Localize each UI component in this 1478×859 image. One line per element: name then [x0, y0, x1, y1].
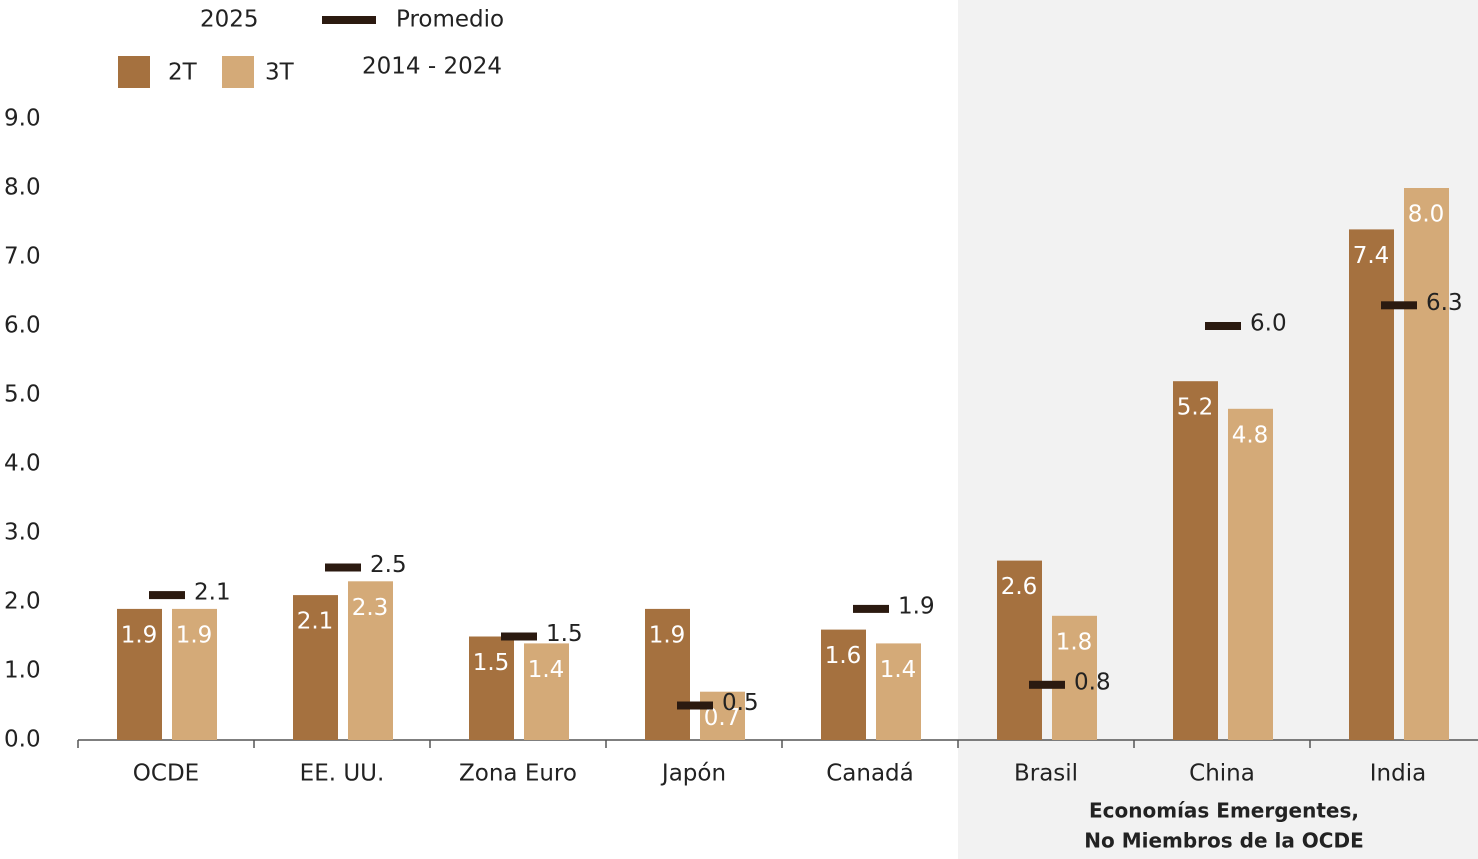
- average-marker: [1205, 322, 1241, 330]
- value-label: 6.0: [1250, 311, 1287, 337]
- legend-swatch: [118, 56, 150, 88]
- value-label: 1.8: [1056, 629, 1093, 655]
- value-label: 2.6: [1001, 574, 1038, 600]
- y-tick-label: 9.0: [4, 106, 41, 132]
- y-tick-label: 8.0: [4, 175, 41, 201]
- bar: [821, 629, 866, 740]
- value-label: 1.6: [825, 643, 862, 669]
- average-marker: [1029, 680, 1065, 689]
- annotation: Economías Emergentes,: [1089, 799, 1359, 823]
- annotation: No Miembros de la OCDE: [1084, 829, 1364, 853]
- value-label: 1.9: [898, 593, 935, 619]
- value-label: 1.9: [176, 622, 213, 648]
- value-label: 0.7: [704, 705, 741, 731]
- value-label: 1.4: [528, 657, 565, 683]
- y-tick-label: 3.0: [4, 520, 41, 546]
- value-label: 1.9: [121, 622, 158, 648]
- y-tick-label: 7.0: [4, 244, 41, 270]
- y-tick-label: 0.0: [4, 727, 41, 753]
- average-marker: [1381, 301, 1417, 310]
- bar: [117, 608, 162, 740]
- legend-swatch: [222, 56, 254, 88]
- value-label: 2.1: [297, 609, 334, 635]
- legend-label: Promedio: [396, 7, 504, 33]
- x-tick-label: OCDE: [133, 761, 199, 787]
- value-label: 4.8: [1232, 422, 1269, 448]
- y-tick-label: 2.0: [4, 589, 41, 615]
- bar: [1173, 381, 1218, 740]
- x-tick-label: Canadá: [826, 761, 914, 787]
- legend-label: 2T: [168, 60, 198, 86]
- x-tick-label: Brasil: [1014, 761, 1078, 787]
- y-tick-label: 4.0: [4, 451, 41, 477]
- x-tick-label: EE. UU.: [300, 761, 385, 787]
- x-tick-label: China: [1189, 761, 1255, 787]
- bar: [1052, 615, 1097, 740]
- bar: [700, 691, 745, 740]
- bar: [645, 608, 690, 740]
- y-tick-label: 1.0: [4, 658, 41, 684]
- bar: [348, 581, 393, 740]
- value-label: 0.5: [722, 690, 759, 716]
- bar: [1404, 188, 1449, 740]
- bar: [997, 560, 1042, 740]
- y-tick-label: 6.0: [4, 313, 41, 339]
- value-label: 1.4: [880, 657, 917, 683]
- value-label: 5.2: [1177, 395, 1214, 421]
- average-marker: [677, 701, 713, 710]
- bar: [524, 643, 569, 740]
- value-label: 1.5: [546, 621, 583, 647]
- bar: [469, 636, 514, 740]
- bar: [876, 643, 921, 740]
- bar: [172, 608, 217, 740]
- x-tick-label: Zona Euro: [459, 761, 577, 787]
- value-label: 2.5: [370, 552, 407, 578]
- bar: [293, 595, 338, 740]
- y-tick-label: 5.0: [4, 382, 41, 408]
- value-label: 8.0: [1408, 202, 1445, 228]
- legend-title: 2025: [200, 7, 259, 33]
- value-label: 1.9: [649, 622, 686, 648]
- average-marker: [325, 563, 361, 572]
- value-label: 6.3: [1426, 290, 1463, 316]
- value-label: 1.5: [473, 650, 510, 676]
- average-marker: [853, 604, 889, 613]
- legend-label: 3T: [265, 60, 295, 86]
- x-tick-label: Japón: [660, 761, 726, 787]
- legend-swatch: [322, 16, 376, 24]
- x-tick-label: India: [1370, 761, 1426, 787]
- bar: [1228, 408, 1273, 740]
- value-label: 2.3: [352, 595, 389, 621]
- value-label: 2.1: [194, 580, 231, 606]
- value-label: 7.4: [1353, 243, 1390, 269]
- average-marker: [501, 632, 537, 641]
- value-label: 0.8: [1074, 669, 1111, 695]
- legend-period: 2014 - 2024: [362, 54, 502, 80]
- average-marker: [149, 591, 185, 600]
- bar: [1349, 229, 1394, 740]
